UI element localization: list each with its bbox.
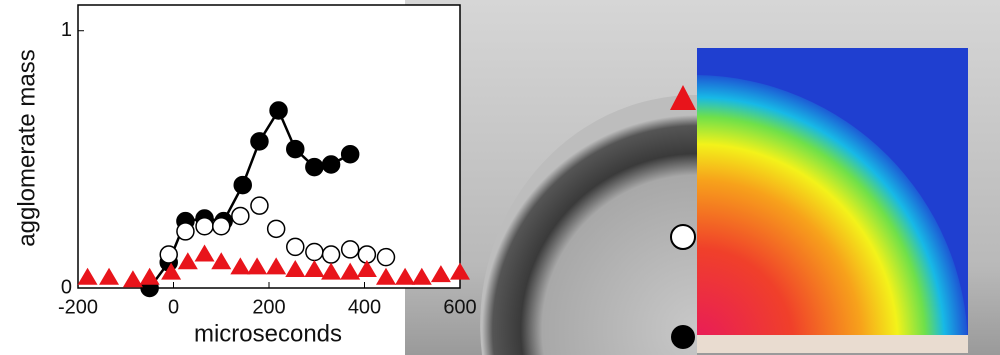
marker: [375, 267, 396, 285]
marker: [161, 262, 182, 280]
marker: [233, 175, 252, 195]
marker: [159, 245, 178, 264]
plot-area: [77, 4, 461, 289]
marker: [450, 262, 470, 280]
marker: [194, 244, 215, 262]
marker: [266, 219, 286, 239]
x-tick-label: 200: [252, 296, 285, 318]
x-tick-label: 0: [168, 296, 179, 318]
marker: [211, 252, 232, 270]
marker: [411, 267, 432, 285]
marker: [321, 262, 342, 280]
marker: [395, 267, 416, 285]
marker: [250, 196, 269, 215]
marker: [269, 101, 288, 120]
marker: [247, 257, 268, 275]
marker: [305, 157, 324, 177]
x-axis-title: microseconds: [194, 320, 342, 347]
marker: [77, 267, 98, 285]
y-tick-label: 1: [61, 19, 72, 41]
marker: [285, 259, 306, 277]
marker: [305, 242, 324, 262]
marker: [139, 267, 160, 285]
marker: [340, 144, 360, 164]
marker: [286, 237, 305, 257]
marker: [122, 270, 143, 288]
marker: [356, 259, 377, 277]
marker: [340, 262, 361, 280]
marker: [304, 259, 325, 277]
x-tick-label: -200: [58, 296, 98, 318]
x-tick-label: 600: [443, 296, 476, 318]
photo: [405, 0, 1000, 355]
y-axis-title: agglomerate mass: [13, 49, 40, 246]
marker: [212, 217, 231, 236]
marker: [177, 252, 198, 270]
marker: [321, 245, 341, 264]
x-tick-label: 400: [348, 296, 381, 318]
marker: [231, 206, 250, 226]
marker: [266, 257, 287, 275]
marker: [321, 155, 341, 174]
marker: [286, 139, 305, 159]
y-tick-label: 0: [61, 276, 72, 298]
marker: [99, 267, 120, 285]
marker: [230, 257, 251, 275]
marker: [176, 222, 195, 241]
marker: [430, 265, 451, 283]
marker: [250, 132, 269, 151]
marker: [340, 240, 360, 259]
marker: [195, 217, 214, 236]
marker: [376, 247, 396, 267]
